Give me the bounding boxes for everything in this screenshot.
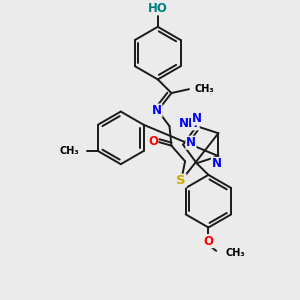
- Text: O: O: [203, 235, 214, 248]
- Text: N: N: [186, 136, 196, 149]
- Text: CH₃: CH₃: [226, 248, 246, 258]
- Text: N: N: [152, 104, 162, 117]
- Text: NH: NH: [179, 117, 199, 130]
- Text: S: S: [176, 174, 186, 187]
- Text: N: N: [212, 158, 221, 170]
- Text: O: O: [148, 135, 158, 148]
- Text: CH₃: CH₃: [60, 146, 80, 156]
- Text: N: N: [192, 112, 202, 125]
- Text: CH₃: CH₃: [195, 84, 214, 94]
- Text: HO: HO: [148, 2, 168, 15]
